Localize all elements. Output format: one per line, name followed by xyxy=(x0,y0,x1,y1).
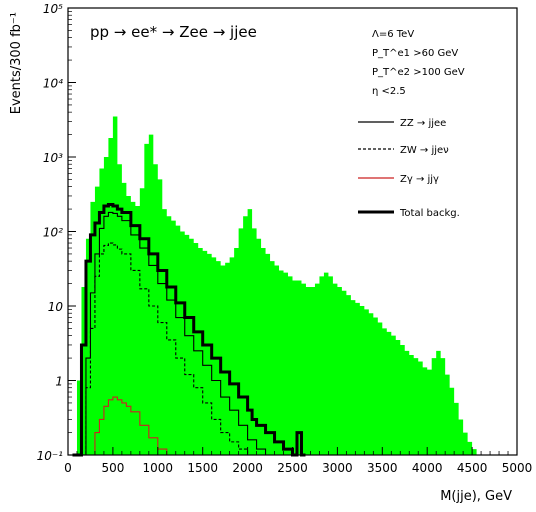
annotation-pt1: P_T^e1 >60 GeV xyxy=(372,48,458,59)
x-tick-label-1: 500 xyxy=(101,461,124,475)
x-tick-label-0: 0 xyxy=(64,461,72,475)
x-tick-label-8: 4000 xyxy=(412,461,443,475)
series-line-1 xyxy=(76,242,270,456)
annotation-lambda: Λ=6 TeV xyxy=(372,29,414,40)
x-tick-label-3: 1500 xyxy=(187,461,218,475)
x-tick-label-7: 3500 xyxy=(367,461,398,475)
y-tick-label-4: 10³ xyxy=(43,151,63,165)
y-tick-label-3: 10² xyxy=(43,226,63,240)
y-tick-label-5: 10⁴ xyxy=(43,77,63,91)
x-tick-label-4: 2000 xyxy=(232,461,263,475)
legend-label-1: ZW → jjeν xyxy=(400,145,449,156)
y-axis-label: Events/300 fb⁻¹ xyxy=(9,12,24,114)
x-axis-label: M(jje), GeV xyxy=(440,489,512,504)
x-tick-label-6: 3000 xyxy=(322,461,353,475)
series-layer xyxy=(72,203,306,457)
annotation-block: Λ=6 TeV P_T^e1 >60 GeV P_T^e2 >100 GeV η… xyxy=(372,29,465,97)
x-tick-label-10: 5000 xyxy=(502,461,533,475)
y-tick-label-2: 10 xyxy=(48,300,64,314)
legend-label-0: ZZ → jjee xyxy=(400,118,446,129)
annotation-pt2: P_T^e2 >100 GeV xyxy=(372,67,465,78)
series-line-3 xyxy=(72,203,306,457)
ticks-layer: 0 500 1000 1500 2000 2500 3000 3500 4000 4500 5000… xyxy=(37,2,533,475)
x-tick-label-2: 1000 xyxy=(143,461,174,475)
legend-label-2: Zγ → jjγ xyxy=(400,174,439,185)
y-tick-label-1: 1 xyxy=(55,375,63,389)
x-tick-label-9: 4500 xyxy=(457,461,488,475)
legend: ZZ → jjee ZW → jjeν Zγ → jjγ Total backg. xyxy=(358,118,460,219)
chart-title: pp → ee* → Zee → jjee xyxy=(90,23,257,41)
series-line-2 xyxy=(90,396,171,456)
signal-layer xyxy=(72,116,482,456)
y-tick-label-0: 10⁻¹ xyxy=(37,449,64,463)
x-tick-label-5: 2500 xyxy=(277,461,308,475)
y-tick-label-6: 10⁵ xyxy=(43,2,63,16)
signal-histogram xyxy=(72,116,482,456)
annotation-eta: η <2.5 xyxy=(372,86,406,97)
legend-label-3: Total backg. xyxy=(399,208,460,219)
